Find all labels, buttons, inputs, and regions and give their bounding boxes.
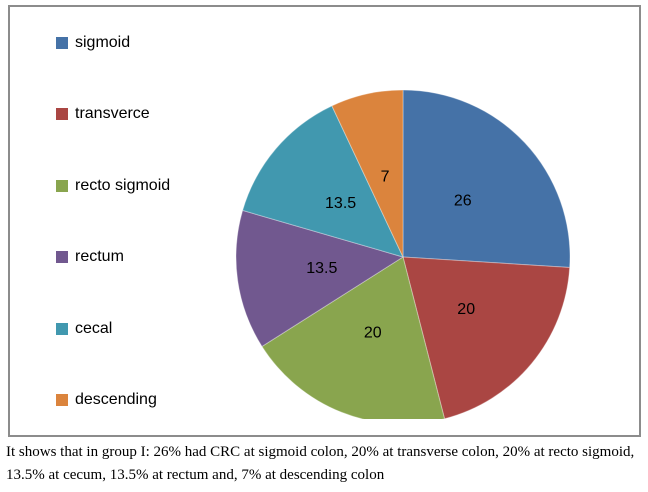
pie-label-rectum: 13.5	[306, 260, 337, 277]
legend-label: sigmoid	[75, 34, 131, 51]
pie-label-recto-sigmoid: 20	[364, 325, 382, 342]
legend-swatch-sigmoid	[56, 37, 68, 49]
pie-label-cecal: 13.5	[325, 195, 356, 212]
legend-swatch-cecal	[56, 322, 68, 335]
legend-label: rectum	[75, 248, 124, 266]
pie-chart: 26 20 20 13.5 13.5 7	[235, 89, 571, 419]
figure-caption: It shows that in group I: 26% had CRC at…	[6, 444, 635, 483]
pie-slice-cecal	[242, 105, 404, 258]
pie-slice-sigmoid	[402, 89, 571, 269]
pie-label-descending: 7	[381, 169, 390, 186]
legend-label: descending	[75, 391, 157, 408]
chart-frame: sigmoid transverce recto sigmoid rectum ceca…	[8, 5, 641, 437]
pie-slice-recto-sigmoid	[261, 256, 446, 419]
legend-item-rectum: rectum	[56, 247, 124, 267]
pie-label-sigmoid: 26	[454, 192, 472, 209]
legend-label: transverce	[75, 105, 150, 123]
legend-item-sigmoid: sigmoid	[56, 33, 130, 53]
legend: sigmoid transverce recto sigmoid rectum ceca…	[56, 7, 226, 435]
legend-label: recto sigmoid	[75, 176, 171, 194]
pie-label-transverce: 20	[457, 301, 475, 318]
legend-label: cecal	[75, 319, 113, 337]
legend-swatch-transverce	[56, 108, 68, 121]
pie-slice-rectum	[235, 209, 405, 348]
pie-slice-transverce	[402, 256, 571, 419]
legend-swatch-recto-sigmoid	[56, 179, 68, 192]
legend-swatch-descending	[56, 394, 68, 406]
legend-item-descending: descending	[56, 390, 157, 410]
pie-slice-descending	[331, 89, 404, 258]
legend-item-transverce: transverce	[56, 104, 150, 124]
legend-item-cecal: cecal	[56, 319, 112, 339]
legend-swatch-rectum	[56, 251, 68, 264]
legend-item-recto-sigmoid: recto sigmoid	[56, 176, 170, 196]
